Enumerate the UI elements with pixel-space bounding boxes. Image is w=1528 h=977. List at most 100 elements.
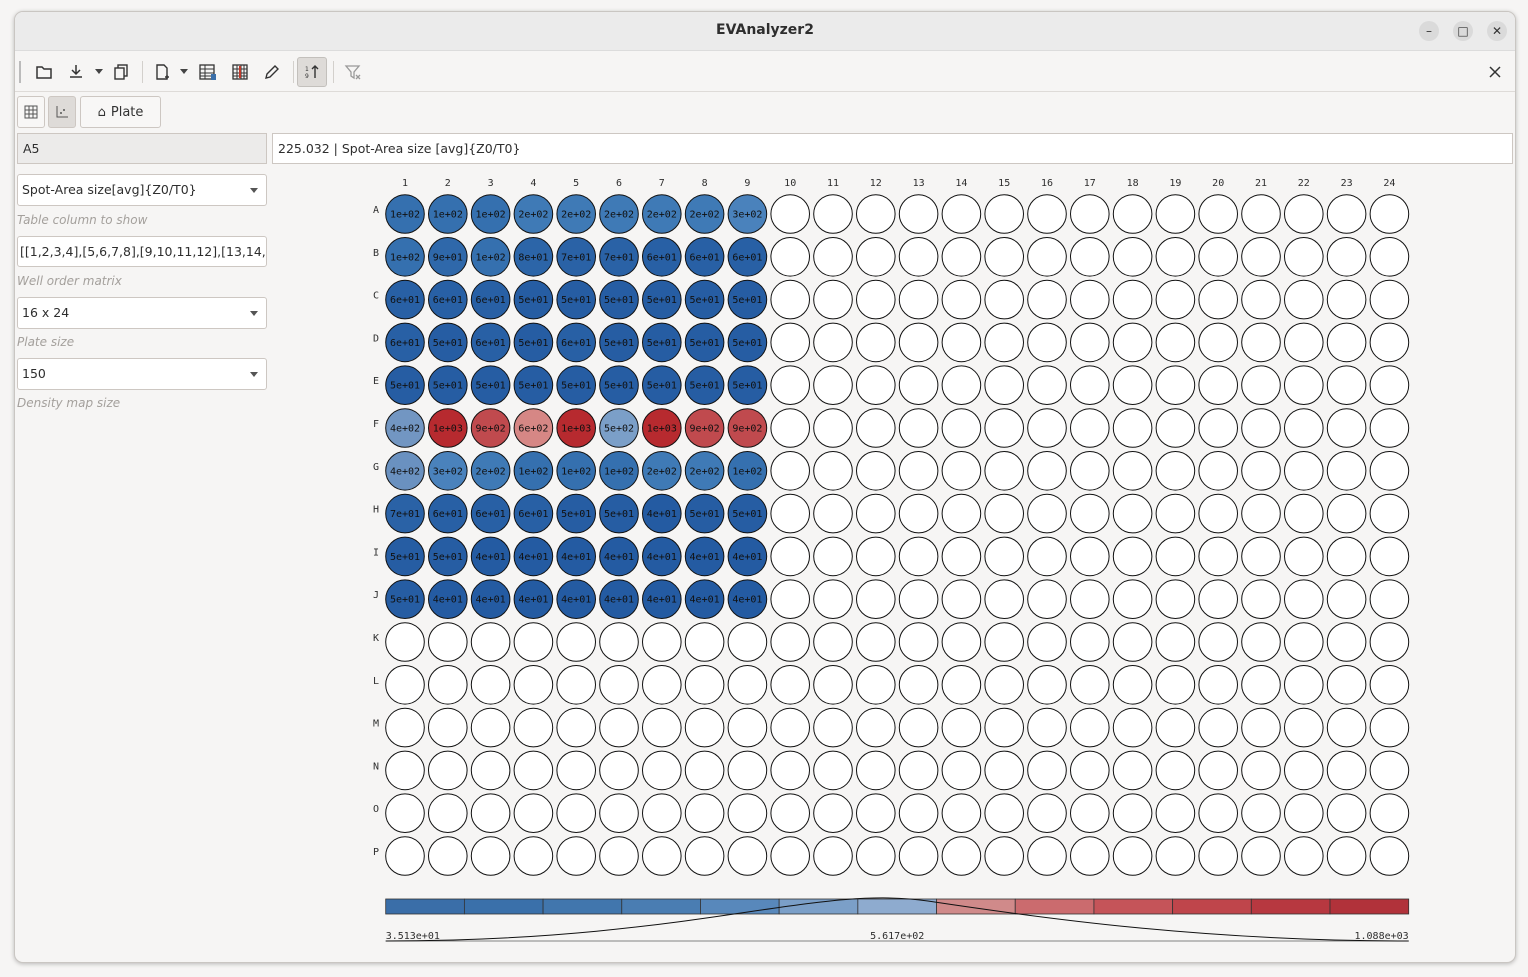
- well-O23[interactable]: [1326, 793, 1367, 834]
- well-P21[interactable]: [1241, 836, 1281, 876]
- well-B20[interactable]: [1198, 237, 1239, 277]
- well-H7[interactable]: [642, 493, 682, 534]
- well-L1[interactable]: [385, 665, 425, 705]
- well-E5[interactable]: [556, 365, 596, 405]
- chart-view-button[interactable]: [48, 96, 76, 128]
- well-H15[interactable]: [984, 493, 1025, 534]
- well-A11[interactable]: [813, 194, 853, 234]
- well-M22[interactable]: [1284, 707, 1324, 748]
- well-P9[interactable]: [727, 836, 768, 876]
- well-J3[interactable]: [470, 579, 511, 620]
- well-P14[interactable]: [941, 836, 982, 876]
- well-A9[interactable]: [727, 194, 768, 234]
- well-M12[interactable]: [856, 707, 896, 748]
- well-B6[interactable]: [599, 237, 639, 277]
- well-B14[interactable]: [941, 237, 982, 277]
- well-I9[interactable]: [727, 536, 768, 577]
- well-B21[interactable]: [1241, 237, 1281, 277]
- well-M10[interactable]: [770, 707, 811, 748]
- well-N2[interactable]: [428, 750, 468, 791]
- well-E10[interactable]: [770, 365, 811, 405]
- well-E14[interactable]: [941, 365, 982, 405]
- well-D10[interactable]: [770, 322, 811, 363]
- well-M2[interactable]: [428, 707, 468, 748]
- well-P19[interactable]: [1155, 836, 1196, 876]
- well-F8[interactable]: [684, 408, 725, 448]
- well-A10[interactable]: [770, 194, 811, 234]
- clear-filter-icon[interactable]: [338, 57, 368, 87]
- well-B4[interactable]: [513, 237, 554, 277]
- well-D23[interactable]: [1326, 322, 1367, 363]
- well-G17[interactable]: [1070, 451, 1110, 491]
- well-H22[interactable]: [1284, 493, 1324, 534]
- well-H6[interactable]: [599, 493, 639, 534]
- well-C4[interactable]: [513, 279, 554, 320]
- download-icon[interactable]: [61, 57, 91, 87]
- well-L20[interactable]: [1198, 665, 1239, 705]
- well-F7[interactable]: [642, 408, 682, 448]
- minimize-icon[interactable]: –: [1419, 21, 1439, 41]
- well-G21[interactable]: [1241, 451, 1281, 491]
- well-F11[interactable]: [813, 408, 853, 448]
- well-K11[interactable]: [813, 622, 853, 662]
- well-C20[interactable]: [1198, 279, 1239, 320]
- well-E20[interactable]: [1198, 365, 1239, 405]
- well-K6[interactable]: [599, 622, 639, 662]
- well-G3[interactable]: [470, 451, 511, 491]
- well-C9[interactable]: [727, 279, 768, 320]
- well-L18[interactable]: [1112, 665, 1153, 705]
- well-C11[interactable]: [813, 279, 853, 320]
- well-K23[interactable]: [1326, 622, 1367, 662]
- well-E2[interactable]: [428, 365, 468, 405]
- well-A17[interactable]: [1070, 194, 1110, 234]
- well-D1[interactable]: [385, 322, 425, 363]
- well-B13[interactable]: [898, 237, 939, 277]
- well-I14[interactable]: [941, 536, 982, 577]
- well-A13[interactable]: [898, 194, 939, 234]
- well-E8[interactable]: [684, 365, 725, 405]
- well-H13[interactable]: [898, 493, 939, 534]
- well-K14[interactable]: [941, 622, 982, 662]
- well-G24[interactable]: [1369, 451, 1410, 491]
- well-F19[interactable]: [1155, 408, 1196, 448]
- well-B2[interactable]: [428, 237, 468, 277]
- well-O11[interactable]: [813, 793, 853, 834]
- well-C22[interactable]: [1284, 279, 1324, 320]
- well-J17[interactable]: [1070, 579, 1110, 620]
- well-M15[interactable]: [984, 707, 1025, 748]
- well-H12[interactable]: [856, 493, 896, 534]
- well-F14[interactable]: [941, 408, 982, 448]
- well-N10[interactable]: [770, 750, 811, 791]
- well-J9[interactable]: [727, 579, 768, 620]
- well-C19[interactable]: [1155, 279, 1196, 320]
- well-I8[interactable]: [684, 536, 725, 577]
- well-K13[interactable]: [898, 622, 939, 662]
- well-J11[interactable]: [813, 579, 853, 620]
- well-H20[interactable]: [1198, 493, 1239, 534]
- close-icon[interactable]: [1480, 57, 1510, 87]
- well-O10[interactable]: [770, 793, 811, 834]
- well-O18[interactable]: [1112, 793, 1153, 834]
- well-L12[interactable]: [856, 665, 896, 705]
- well-J15[interactable]: [984, 579, 1025, 620]
- well-O5[interactable]: [556, 793, 596, 834]
- well-D22[interactable]: [1284, 322, 1324, 363]
- well-A6[interactable]: [599, 194, 639, 234]
- well-C7[interactable]: [642, 279, 682, 320]
- well-N11[interactable]: [813, 750, 853, 791]
- well-G9[interactable]: [727, 451, 768, 491]
- well-H2[interactable]: [428, 493, 468, 534]
- well-F20[interactable]: [1198, 408, 1239, 448]
- well-N19[interactable]: [1155, 750, 1196, 791]
- well-G12[interactable]: [856, 451, 896, 491]
- well-G8[interactable]: [684, 451, 725, 491]
- well-M7[interactable]: [642, 707, 682, 748]
- well-L7[interactable]: [642, 665, 682, 705]
- well-C8[interactable]: [684, 279, 725, 320]
- well-B22[interactable]: [1284, 237, 1324, 277]
- well-G18[interactable]: [1112, 451, 1153, 491]
- well-G5[interactable]: [556, 451, 596, 491]
- well-A1[interactable]: [385, 194, 425, 234]
- well-N23[interactable]: [1326, 750, 1367, 791]
- well-J22[interactable]: [1284, 579, 1324, 620]
